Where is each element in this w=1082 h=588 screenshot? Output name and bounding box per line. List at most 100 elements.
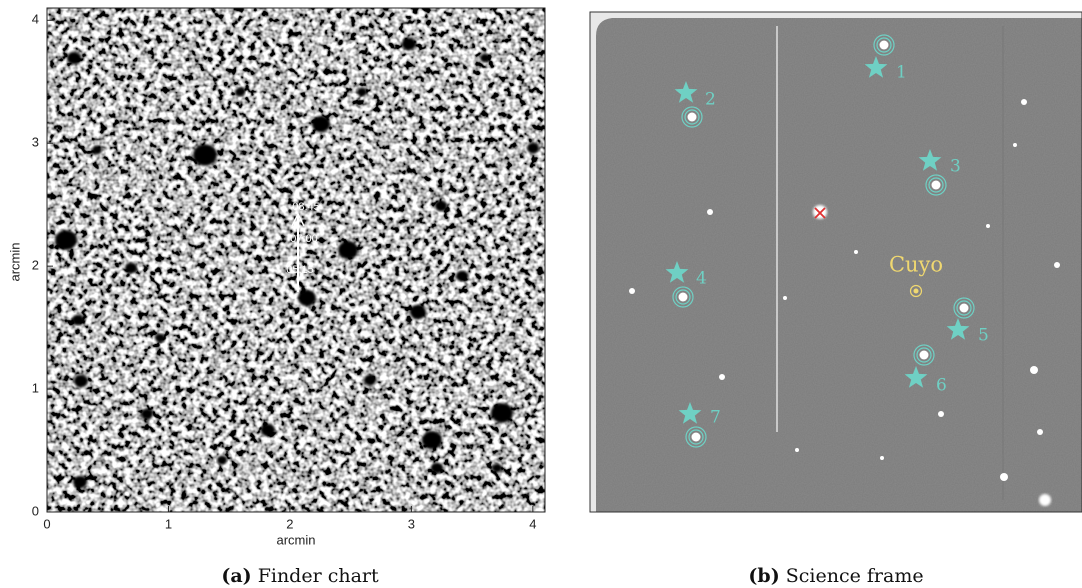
source bbox=[67, 51, 81, 65]
source bbox=[431, 462, 443, 474]
y-tick-label: 2 bbox=[32, 258, 39, 273]
ring bbox=[928, 177, 944, 193]
noise bbox=[47, 8, 545, 512]
source bbox=[155, 333, 165, 343]
x-tick-label: 0 bbox=[43, 516, 50, 531]
source bbox=[73, 475, 87, 489]
frame bbox=[589, 11, 1082, 513]
x-tick-label: 1 bbox=[165, 516, 172, 531]
star-label: 3 bbox=[950, 157, 961, 177]
star bbox=[707, 209, 713, 215]
source bbox=[298, 289, 316, 307]
source bbox=[193, 144, 217, 166]
source bbox=[338, 241, 358, 259]
star-label: 5 bbox=[978, 326, 989, 346]
science-panel: (b) Science frame 1 2 3 4 5 6 7 Cuyo bbox=[589, 11, 1082, 587]
source bbox=[235, 87, 245, 97]
ring bbox=[672, 286, 694, 308]
ring bbox=[685, 426, 707, 448]
x-tick-label: 4 bbox=[529, 516, 536, 531]
source bbox=[527, 142, 539, 154]
star-label: 1 bbox=[896, 63, 907, 83]
source bbox=[55, 230, 77, 250]
comparison-star bbox=[687, 112, 697, 122]
source bbox=[312, 115, 330, 133]
star bbox=[986, 224, 990, 228]
comparison-star bbox=[678, 292, 688, 302]
source bbox=[92, 145, 102, 155]
source bbox=[422, 431, 442, 449]
star bbox=[1030, 366, 1038, 374]
ring bbox=[873, 34, 895, 56]
caption: (a) Finder chart bbox=[221, 565, 379, 587]
y-tick-label: 4 bbox=[32, 12, 39, 27]
caption: (b) Science frame bbox=[748, 565, 923, 587]
target bbox=[913, 288, 919, 294]
ring bbox=[675, 289, 691, 305]
finder-panel: 08:45 07:00 05:15 arcmin arcmin (a) Find… bbox=[7, 7, 546, 587]
caption-label: (b) bbox=[748, 565, 779, 587]
ring bbox=[688, 429, 704, 445]
star-marker bbox=[946, 318, 970, 340]
star-label: 6 bbox=[936, 376, 947, 396]
source bbox=[125, 262, 137, 274]
source bbox=[364, 374, 376, 386]
star bbox=[629, 288, 635, 294]
source bbox=[72, 314, 84, 326]
source bbox=[402, 37, 416, 51]
source bbox=[492, 463, 502, 473]
ring bbox=[684, 109, 700, 125]
ring bbox=[913, 344, 935, 366]
frame bbox=[46, 7, 546, 513]
star-marker bbox=[674, 81, 698, 103]
ring bbox=[876, 37, 892, 53]
source bbox=[410, 304, 426, 320]
x-tick-label: 3 bbox=[408, 516, 415, 531]
star-label: 7 bbox=[710, 408, 721, 428]
source bbox=[141, 408, 153, 420]
ring bbox=[956, 300, 972, 316]
comparison-star bbox=[691, 432, 701, 442]
star-label: 4 bbox=[696, 269, 707, 289]
comparison-star bbox=[919, 350, 929, 360]
star-marker bbox=[918, 149, 942, 171]
star-marker bbox=[904, 366, 928, 388]
noise bbox=[590, 12, 1082, 512]
source bbox=[435, 200, 447, 212]
star-marker bbox=[665, 261, 689, 283]
caption-text: Science frame bbox=[786, 565, 924, 587]
annotation: 07:00 bbox=[290, 233, 318, 245]
star-label: 2 bbox=[705, 90, 716, 110]
comparison-star bbox=[931, 180, 941, 190]
y-axis-label: arcmin bbox=[7, 242, 22, 281]
star bbox=[880, 456, 884, 460]
star bbox=[1039, 494, 1051, 506]
source bbox=[261, 423, 275, 437]
star bbox=[783, 296, 787, 300]
star bbox=[795, 448, 799, 452]
ring bbox=[925, 174, 947, 196]
star bbox=[1037, 429, 1043, 435]
y-tick-label: 0 bbox=[32, 503, 39, 518]
source bbox=[74, 374, 88, 388]
caption-label: (a) bbox=[221, 565, 251, 587]
star bbox=[1000, 473, 1008, 481]
star bbox=[854, 250, 858, 254]
target-label: Cuyo bbox=[889, 253, 943, 277]
star-marker bbox=[678, 402, 702, 424]
y-tick-label: 1 bbox=[32, 381, 39, 396]
ring bbox=[681, 106, 703, 128]
ring bbox=[916, 347, 932, 363]
comparison-star bbox=[879, 40, 889, 50]
arrow-head bbox=[291, 212, 305, 227]
x-tick-label: 2 bbox=[286, 516, 293, 531]
star bbox=[938, 411, 944, 417]
source bbox=[357, 87, 367, 97]
science-image bbox=[590, 12, 1082, 512]
ring bbox=[953, 297, 975, 319]
y-tick-label: 3 bbox=[32, 135, 39, 150]
source bbox=[480, 53, 490, 63]
star bbox=[1021, 99, 1027, 105]
